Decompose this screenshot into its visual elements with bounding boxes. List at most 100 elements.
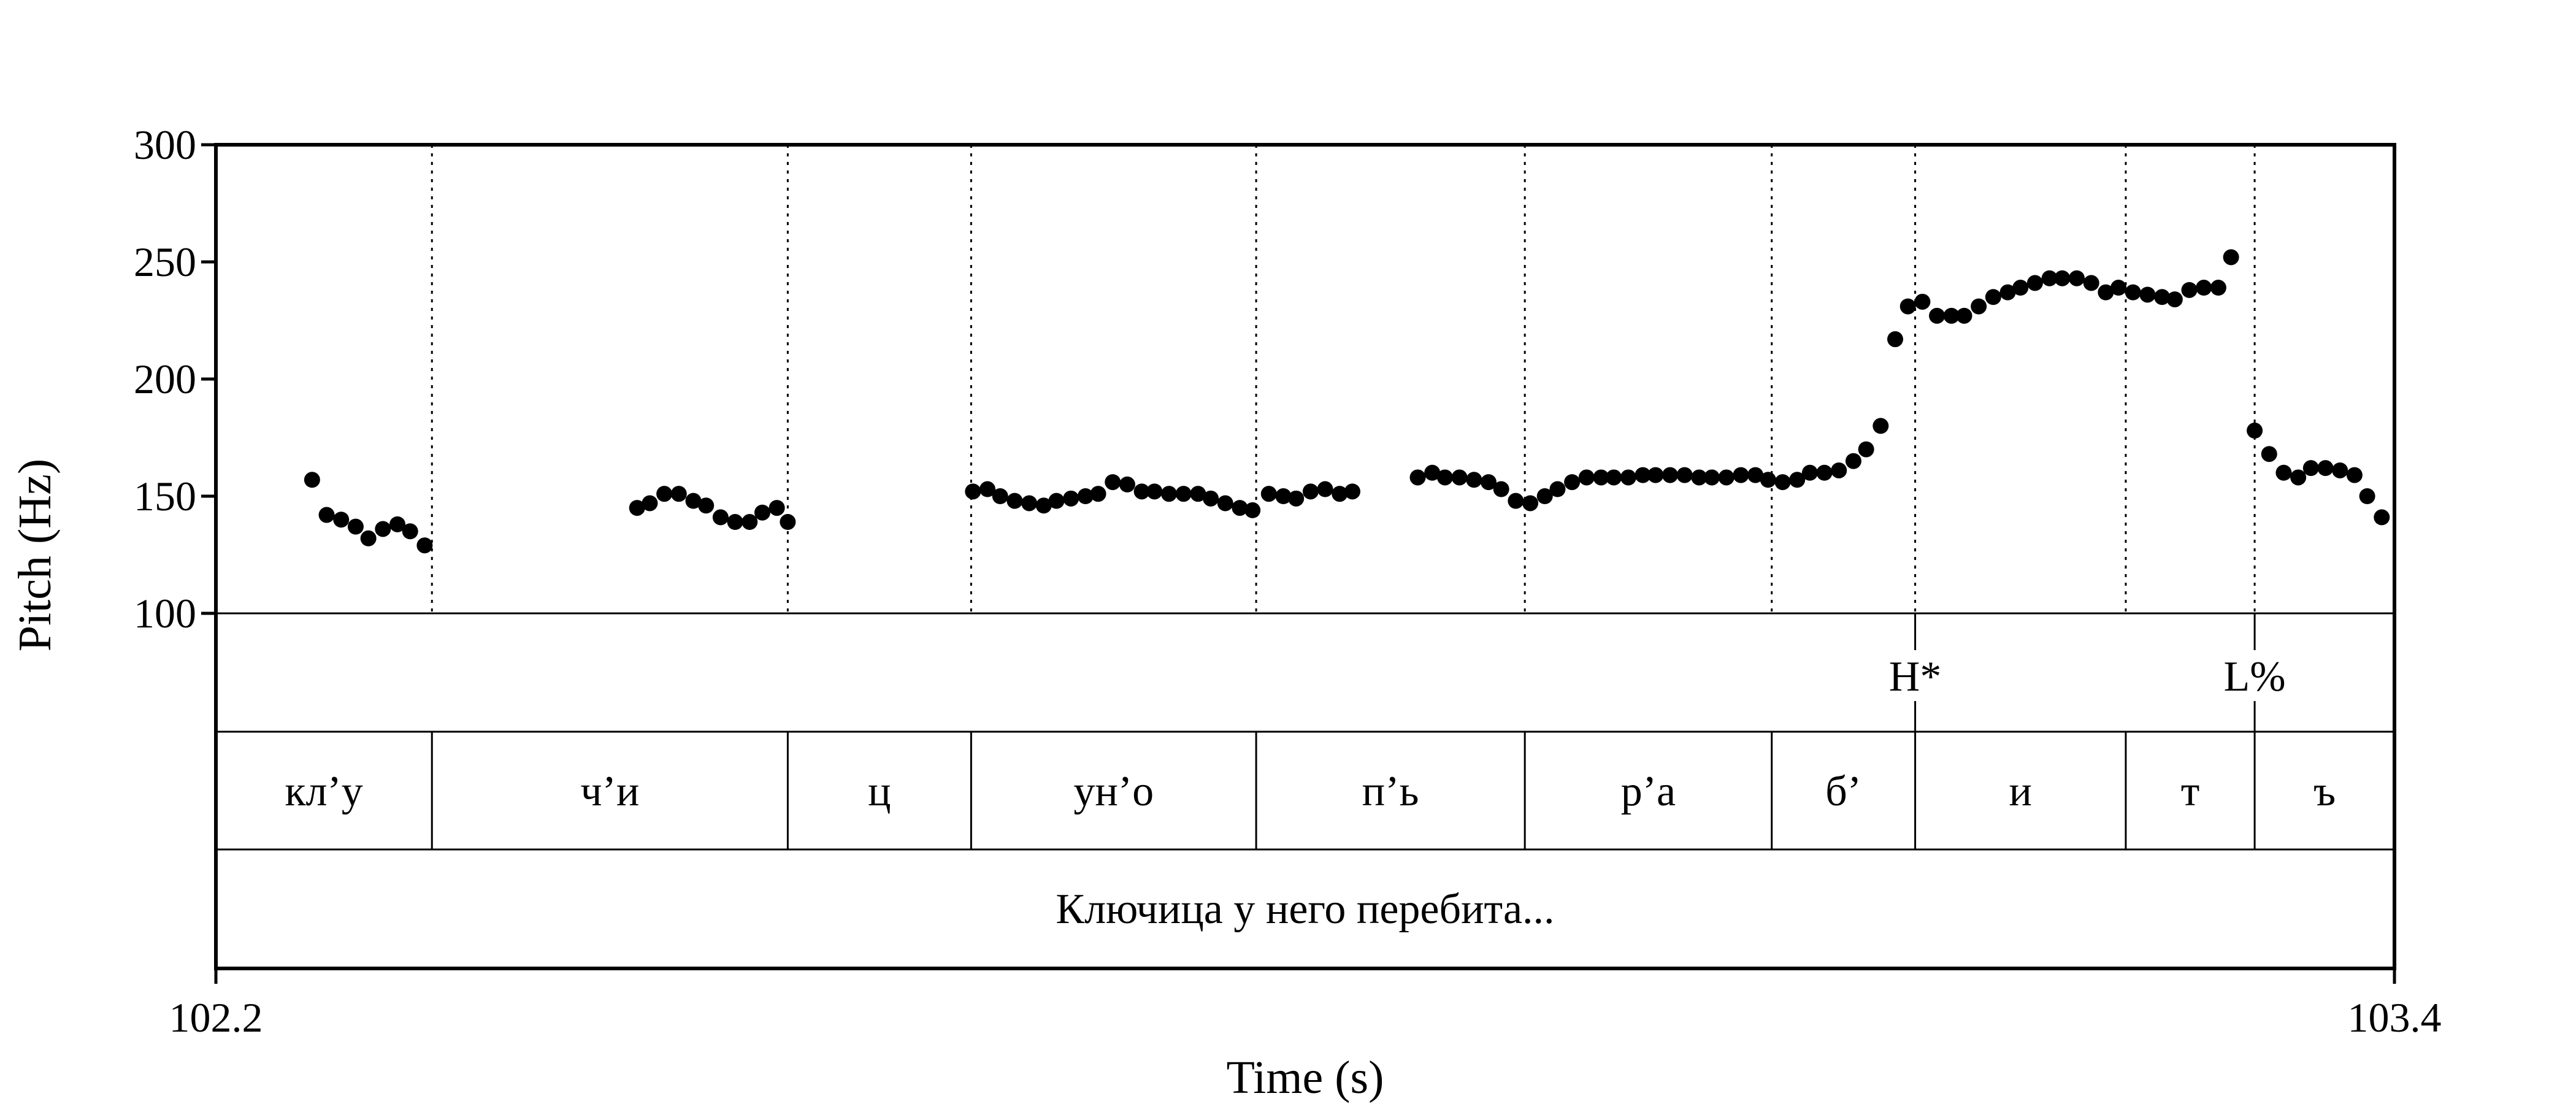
pitch-point (2359, 488, 2375, 504)
pitch-point (360, 530, 377, 546)
y-tick-label: 150 (134, 473, 196, 519)
pitch-point (1593, 469, 1609, 486)
pitch-point (402, 523, 418, 540)
pitch-point (347, 518, 364, 535)
segment-label: ч’и (580, 768, 639, 815)
pitch-point (2346, 467, 2363, 483)
pitch-point (1971, 298, 1987, 315)
pitch-point (1536, 488, 1553, 504)
pitch-point (1999, 284, 2016, 301)
pitch-point (1522, 495, 1539, 512)
pitch-point (1606, 469, 1622, 486)
pitch-point (1090, 486, 1106, 502)
pitch-point (1985, 289, 2001, 305)
pitch-point (1620, 469, 1636, 486)
pitch-point (1858, 441, 1874, 458)
pitch-point (2041, 270, 2058, 286)
pitch-point (769, 500, 785, 516)
pitch-point (1480, 474, 1497, 491)
pitch-point (754, 504, 770, 521)
pitch-point (304, 472, 320, 488)
segment-label: ъ (2313, 768, 2336, 815)
pitch-point (2166, 291, 2183, 308)
pitch-point (1774, 474, 1791, 491)
y-tick-label: 200 (134, 356, 196, 402)
pitch-point (1260, 486, 1277, 502)
sentence-label: Ключица у него перебита... (1056, 886, 1554, 933)
pitch-point (1409, 469, 1426, 486)
pitch-point (1956, 307, 1972, 324)
pitch-point (1887, 331, 1903, 348)
pitch-point (780, 514, 796, 531)
pitch-point (2196, 280, 2212, 296)
pitch-point (1317, 481, 1333, 497)
pitch-point (1760, 472, 1776, 488)
pitch-point (2181, 282, 2198, 298)
segment-label: п’ь (1362, 768, 1419, 815)
pitch-point (2332, 462, 2348, 478)
pitch-point (1564, 474, 1581, 491)
segment-dividers (431, 732, 2256, 849)
y-axis-title: Pitch (Hz) (9, 459, 61, 651)
pitch-point (1676, 467, 1693, 483)
pitch-point (1161, 486, 1177, 502)
pitch-point (1831, 462, 1847, 478)
pitch-point (1232, 500, 1248, 516)
pitch-point (1914, 293, 1931, 310)
pitch-point (2261, 446, 2277, 462)
pitch-point (642, 495, 658, 512)
pitch-point (1943, 307, 1960, 324)
y-tick-label: 300 (134, 121, 196, 168)
pitch-point (2317, 460, 2334, 477)
pitch-point (629, 500, 645, 516)
segment-label: б’ (1825, 768, 1861, 815)
pitch-point (2154, 289, 2171, 305)
pitch-point (2247, 423, 2263, 439)
pitch-point (712, 509, 729, 526)
pitch-point (2110, 280, 2127, 296)
x-tick-label-start: 102.2 (169, 994, 263, 1041)
pitch-point (1466, 472, 1482, 488)
pitch-point (416, 537, 433, 554)
pitch-point (2069, 270, 2085, 286)
pitch-point (727, 514, 743, 531)
pitch-point (2275, 464, 2292, 481)
pitch-point (1275, 488, 1292, 504)
pitch-point (1549, 481, 1566, 497)
tone-label: L% (2224, 653, 2286, 700)
pitch-point (1747, 467, 1764, 483)
pitch-point (2026, 275, 2043, 291)
pitch-point (2083, 275, 2099, 291)
pitch-point (1288, 490, 1305, 507)
pitch-point (2223, 249, 2239, 266)
pitch-point (318, 507, 335, 523)
segment-label: р’а (1621, 768, 1676, 815)
pitch-point (1662, 467, 1678, 483)
segment-label: ц (868, 768, 891, 815)
pitch-point (1190, 486, 1206, 502)
pitch-point (375, 521, 391, 537)
segment-tier: кл’у ч’и ц ун’о п’ь р’а б’ и т ъ (285, 768, 2336, 815)
pitch-points (304, 249, 2390, 554)
pitch-point (1006, 493, 1023, 509)
pitch-point (1133, 483, 1150, 500)
boundary-lines (431, 145, 2256, 613)
x-axis-title: Time (s) (1227, 1052, 1384, 1103)
pitch-point (1146, 483, 1163, 500)
pitch-point (1691, 469, 1708, 486)
pitch-point (1302, 483, 1319, 500)
pitch-point (670, 486, 687, 502)
pitch-point (2012, 280, 2029, 296)
pitch-point (1508, 493, 1524, 509)
segment-label: ун’о (1073, 768, 1154, 815)
pitch-point (2098, 284, 2114, 301)
tone-markers (1914, 613, 2256, 732)
pitch-point (1845, 453, 1861, 469)
pitch-point (992, 488, 1008, 504)
pitch-point (685, 493, 702, 509)
tone-tier: H* L% (1889, 653, 2286, 700)
segment-label: кл’у (285, 768, 362, 815)
pitch-point (1451, 469, 1468, 486)
pitch-point (2302, 460, 2319, 477)
